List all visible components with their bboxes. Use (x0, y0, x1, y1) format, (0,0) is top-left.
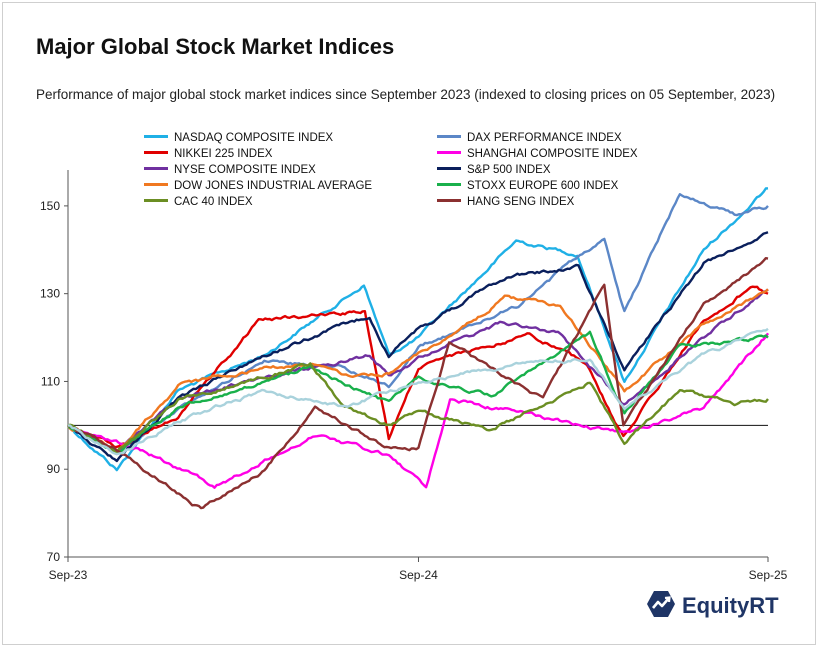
equityrt-logo-icon (647, 591, 675, 617)
y-tick-label: 70 (47, 550, 61, 564)
x-tick-label: Sep-23 (49, 568, 88, 582)
y-tick-label: 110 (41, 374, 60, 388)
series-line-9 (67, 257, 769, 510)
y-tick-label: 150 (40, 199, 60, 213)
series-line-7 (67, 330, 769, 455)
y-tick-label: 90 (47, 462, 61, 476)
series-line-5 (67, 231, 769, 463)
series-line-6 (66, 288, 769, 453)
series-line-0 (67, 187, 769, 472)
series-line-1 (67, 193, 769, 454)
series-line-8 (67, 362, 769, 454)
y-tick-label: 130 (40, 287, 60, 301)
page-title: Major Global Stock Market Indices (36, 34, 395, 59)
x-tick-label: Sep-24 (399, 568, 438, 582)
series-line-10 (67, 327, 769, 456)
chart-series (66, 187, 770, 510)
series-line-3 (67, 332, 770, 489)
brand-name: EquityRT (682, 593, 779, 618)
series-line-2 (67, 285, 769, 449)
x-tick-label: Sep-25 (749, 568, 788, 582)
chart-subtitle: Performance of major global stock market… (36, 87, 776, 102)
chart-ticks: 70 90 110 130 150 Sep-23 Sep-24 Sep-25 (40, 199, 788, 582)
